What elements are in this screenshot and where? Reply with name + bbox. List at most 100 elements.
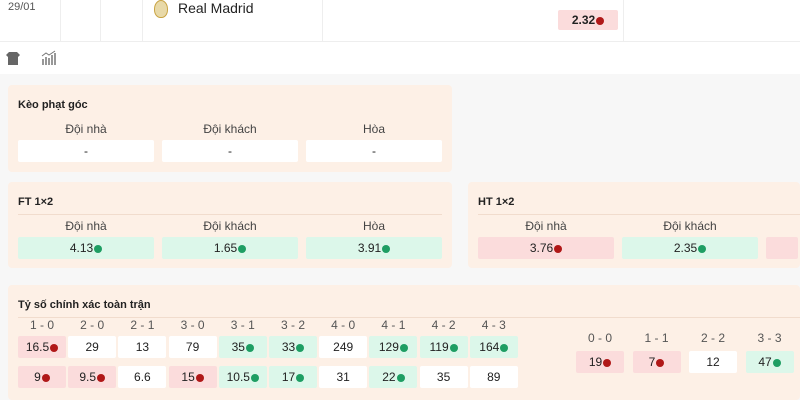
odds-cell[interactable]: 2.32: [558, 10, 618, 30]
odds-value: 2.32: [571, 13, 596, 27]
score-odds-cell[interactable]: 19: [576, 351, 624, 373]
score-odds-cell[interactable]: 12: [689, 351, 737, 373]
arrow-up-icon: [238, 244, 247, 253]
arrow-down-icon: [41, 373, 50, 382]
odds-value: 119: [429, 340, 449, 354]
odds-value: 35: [231, 340, 245, 354]
score-odds-cell[interactable]: 35: [419, 366, 468, 388]
arrow-down-icon: [554, 244, 563, 253]
score-label: 2 - 0: [80, 318, 105, 332]
score-label: 2 - 2: [700, 331, 725, 345]
corner-title: Kèo phạt góc: [18, 99, 88, 111]
odds-value: 12: [706, 355, 720, 369]
team-logo-icon: [154, 0, 168, 18]
corner-home-cell[interactable]: -: [18, 140, 154, 162]
score-label: 4 - 0: [331, 318, 356, 332]
score-odds-cell[interactable]: 29: [68, 336, 117, 358]
match-row[interactable]: 29/01 Real Madrid 2.32: [0, 0, 800, 42]
ht-card: HT 1×2 Đội nhà Đội khách 3.76 2.35: [468, 182, 800, 268]
score-odds-cell[interactable]: 47: [745, 351, 794, 373]
score-odds-cell[interactable]: 119: [419, 336, 468, 358]
odds-value: 15: [181, 370, 195, 384]
arrow-up-icon: [296, 373, 305, 382]
score-odds-cell[interactable]: 89: [469, 366, 518, 388]
odds-value: 79: [185, 340, 200, 354]
ht-away-cell[interactable]: 2.35: [622, 237, 758, 259]
score-odds-cell[interactable]: 6.6: [118, 366, 167, 388]
ht-draw-cell[interactable]: [766, 237, 798, 259]
score-label: 3 - 1: [230, 318, 255, 332]
divider: [100, 0, 101, 42]
arrow-up-icon: [698, 244, 707, 253]
score-label: 3 - 0: [180, 318, 205, 332]
score-odds-cell[interactable]: 164: [469, 336, 518, 358]
score-odds-cell[interactable]: 17: [269, 366, 317, 388]
ft-draw-cell[interactable]: 3.91: [306, 237, 442, 259]
score-odds-cell[interactable]: 33: [269, 336, 317, 358]
score-odds-cell[interactable]: 129: [369, 336, 418, 358]
score-label: 1 - 0: [29, 318, 54, 332]
odds-value: 249: [333, 340, 354, 354]
match-date: 29/01: [8, 1, 36, 13]
divider: [478, 214, 800, 215]
odds-value: 9: [34, 370, 41, 384]
arrow-up-icon: [245, 343, 254, 352]
odds-value: 2.35: [673, 241, 698, 255]
odds-value: 3.91: [357, 241, 382, 255]
corner-draw-cell[interactable]: -: [306, 140, 442, 162]
score-odds-cell[interactable]: 15: [168, 366, 217, 388]
ht-title: HT 1×2: [478, 196, 515, 208]
shirt-icon[interactable]: [6, 51, 20, 65]
score-odds-cell[interactable]: 13: [118, 336, 167, 358]
arrow-up-icon: [500, 343, 509, 352]
arrow-down-icon: [603, 358, 612, 367]
score-odds-cell[interactable]: 22: [369, 366, 418, 388]
ft-home-cell[interactable]: 4.13: [18, 237, 154, 259]
score-label: 3 - 2: [280, 318, 305, 332]
arrow-up-icon: [250, 373, 259, 382]
odds-value: 7: [648, 355, 656, 369]
score-label: 4 - 2: [431, 318, 456, 332]
score-odds-cell[interactable]: 9: [18, 366, 66, 388]
arrow-down-icon: [195, 373, 204, 382]
odds-value: 3.76: [529, 241, 554, 255]
corner-away-cell[interactable]: -: [162, 140, 298, 162]
divider: [322, 0, 323, 42]
arrow-up-icon: [94, 244, 103, 253]
stats-icon[interactable]: [41, 50, 57, 66]
odds-value: 129: [378, 340, 399, 354]
score-label: 4 - 1: [381, 318, 406, 332]
score-odds-cell[interactable]: 249: [319, 336, 368, 358]
arrow-up-icon: [399, 343, 408, 352]
arrow-up-icon: [449, 343, 458, 352]
arrow-down-icon: [50, 343, 59, 352]
score-odds-cell[interactable]: 16.5: [18, 336, 66, 358]
arrow-up-icon: [296, 343, 305, 352]
odds-value: 22: [382, 370, 396, 384]
score-odds-cell[interactable]: 35: [218, 336, 267, 358]
odds-value: 164: [479, 340, 500, 354]
odds-value: 1.65: [213, 241, 238, 255]
score-odds-cell[interactable]: 79: [168, 336, 217, 358]
score-label: 1 - 1: [644, 331, 669, 345]
score-odds-cell[interactable]: 9.5: [68, 366, 117, 388]
score-label: 3 - 3: [757, 331, 782, 345]
odds-value: 9.5: [79, 370, 97, 384]
odds-value: 4.13: [69, 241, 94, 255]
divider: [60, 0, 61, 42]
ht-home-cell[interactable]: 3.76: [478, 237, 614, 259]
score-odds-cell[interactable]: 7: [632, 351, 681, 373]
odds-value: 19: [588, 355, 603, 369]
odds-value: 13: [135, 340, 150, 354]
exact-score-card: Tỷ số chính xác toàn trận 1 - 0 16.5 9 2 - …: [8, 285, 800, 400]
ft-label-home: Đội nhà: [65, 219, 107, 233]
score-odds-cell[interactable]: 10.5: [218, 366, 267, 388]
arrow-up-icon: [382, 244, 391, 253]
score-label: 0 - 0: [587, 331, 612, 345]
ft-away-cell[interactable]: 1.65: [162, 237, 298, 259]
odds-value: 6.6: [134, 370, 151, 384]
odds-value: 31: [336, 370, 350, 384]
score-odds-cell[interactable]: 31: [319, 366, 368, 388]
odds-value: 10.5: [226, 370, 250, 384]
odds-value: 29: [85, 340, 99, 354]
